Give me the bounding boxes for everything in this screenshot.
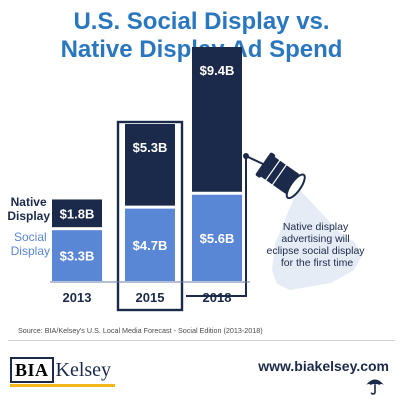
bar-social-2013	[52, 230, 102, 281]
legend-social-line-1: Social	[14, 230, 47, 244]
annotation-line-4: for the first time	[281, 257, 354, 269]
annotation-line-2: advertising will	[281, 233, 349, 245]
annotation-line-1: Native display	[283, 221, 349, 233]
x-tick-labels: 2013 2015 2018	[63, 290, 232, 305]
spotlight-icon	[243, 152, 306, 200]
legend-native: Native Display	[7, 195, 50, 223]
x-tick-2018: 2018	[203, 290, 232, 305]
bars-group: $3.3B $1.8B $4.7B $5.3B $5.6B $9.4B	[52, 47, 242, 281]
x-tick-2013: 2013	[63, 290, 92, 305]
logo-underline	[10, 384, 115, 387]
umbrella-icon	[366, 379, 384, 395]
legend-native-line-1: Native	[11, 195, 47, 209]
annotation-line-3: eclipse social display	[267, 245, 366, 257]
logo-bia-text: BIA	[10, 357, 54, 383]
chart-canvas: $3.3B$1.8B$4.7B$5.3B$5.6B$9.4B 2013 2015 2…	[7, 47, 368, 312]
label-social-2013: $3.3B	[60, 249, 95, 264]
bar-social-2015	[125, 208, 175, 281]
bar-native-2013	[52, 199, 102, 228]
source-note: Source: BIA/Kelsey's U.S. Local Media Fo…	[18, 326, 263, 335]
biakelsey-logo: BIA Kelsey	[10, 357, 111, 383]
bar-native-2018	[192, 47, 242, 192]
legend-native-line-2: Display	[7, 209, 50, 223]
logo-kelsey-text: Kelsey	[55, 359, 112, 381]
x-tick-2015: 2015	[136, 290, 165, 305]
website-link[interactable]: www.biakelsey.com	[258, 358, 389, 374]
label-social-2018: $5.6B	[200, 231, 235, 246]
label-native-2015: $5.3B	[133, 140, 168, 155]
spotlight-connector-line	[186, 155, 247, 297]
footer-divider	[8, 340, 395, 341]
label-social-2015: $4.7B	[133, 238, 168, 253]
label-native-2013: $1.8B	[60, 206, 95, 221]
annotation-text: Native display advertising will eclipse …	[267, 221, 368, 269]
highlight-2015-box	[116, 120, 184, 312]
spotlight-beam	[272, 188, 362, 290]
title-line-1: U.S. Social Display vs.	[73, 8, 330, 35]
legend-social: Social Display	[11, 230, 50, 258]
legend-social-line-2: Display	[11, 244, 50, 258]
label-native-2018: $9.4B	[200, 63, 235, 78]
bar-native-2015	[125, 124, 175, 206]
bar-social-2018	[192, 194, 242, 281]
